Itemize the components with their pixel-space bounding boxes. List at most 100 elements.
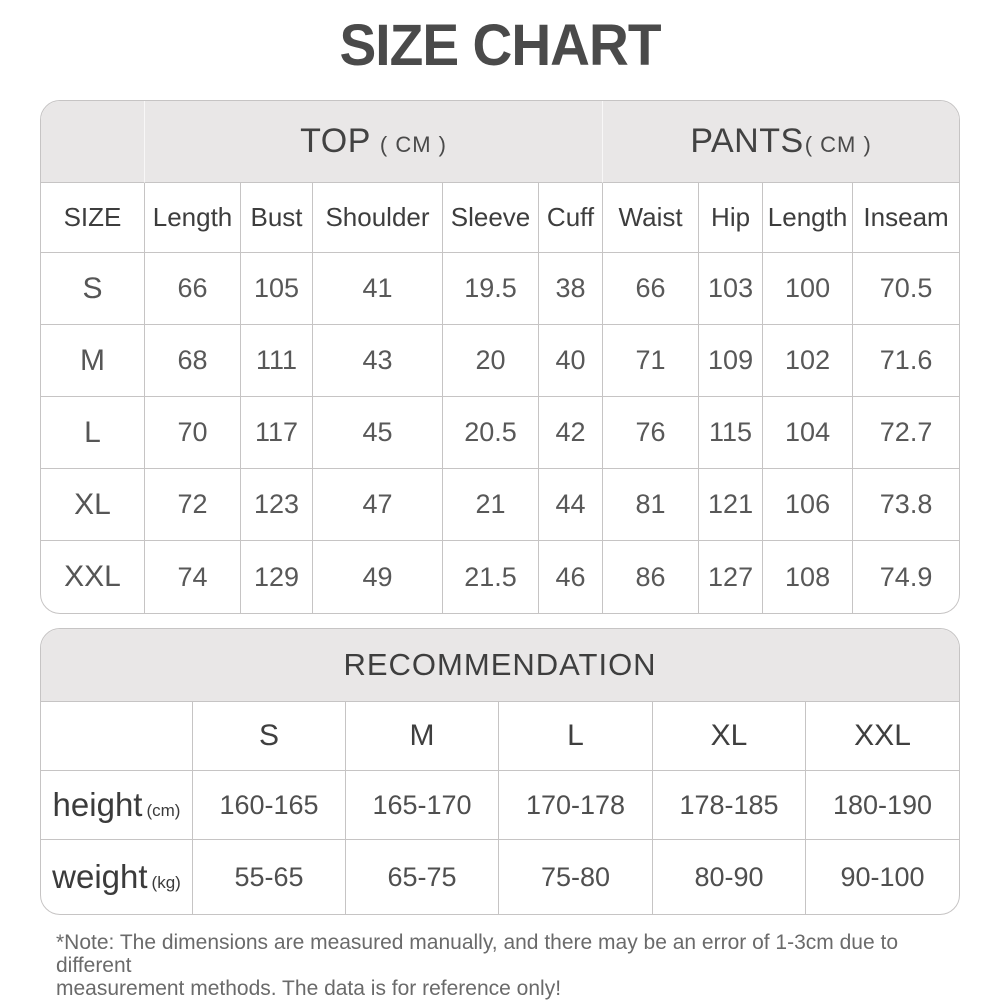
value-cell: 44	[539, 469, 604, 541]
col-header-size: SIZE	[41, 183, 145, 253]
value-cell: 68	[145, 325, 241, 397]
value-cell: 66	[603, 253, 700, 325]
value-cell: 117	[241, 397, 313, 469]
value-cell: 38	[539, 253, 604, 325]
value-cell: 74.9	[879, 561, 933, 592]
value-cell: 103	[699, 253, 764, 325]
top-group-unit: ( CM )	[379, 132, 447, 157]
value-cell: 21.5	[443, 541, 539, 613]
footnote-line-2: measurement methods. The data is for ref…	[56, 977, 562, 1000]
col-header-sleeve: Sleeve	[443, 183, 539, 253]
page-title: SIZE CHART	[339, 13, 661, 78]
value-cell: 170-178	[499, 771, 653, 840]
col-header-hip: Hip	[699, 183, 764, 253]
value-cell: 123	[241, 469, 313, 541]
pants-group-header: PANTS( CM )	[603, 101, 959, 183]
value-cell: 80-90	[653, 840, 806, 914]
col-header-inseam: Inseam	[853, 183, 959, 253]
col-header-length-top: Length	[145, 183, 241, 253]
value-cell: 19.5	[443, 253, 539, 325]
value-cell: 41	[313, 253, 443, 325]
value-cell: 160-165	[193, 771, 346, 840]
size-label-cell: M	[41, 325, 145, 397]
height-label: height	[52, 786, 143, 823]
height-unit: (cm)	[146, 801, 181, 820]
height-row: height (cm) 160-165 165-170 170-178 178-1…	[41, 771, 959, 840]
weight-label-cell: weight (kg)	[41, 840, 193, 914]
value-cell: 40	[539, 325, 604, 397]
col-header-length-pants: Length	[763, 183, 854, 253]
value-cell: 65-75	[346, 840, 499, 914]
value-cell: 46	[539, 541, 604, 613]
top-group-label: TOP	[300, 122, 371, 160]
group-header-row: TOP ( CM ) PANTS( CM )	[41, 101, 959, 183]
value-cell: 106	[763, 469, 854, 541]
col-header-cuff: Cuff	[539, 183, 604, 253]
recommendation-header: RECOMMENDATION	[41, 629, 959, 702]
value-cell: 127	[699, 541, 764, 613]
col-header-bust: Bust	[241, 183, 313, 253]
table-row-xxl: XXL 74 129 49 21.5 46 86 127 108 74.9	[41, 541, 959, 613]
value-cell: 81	[603, 469, 700, 541]
value-cell: 42	[539, 397, 604, 469]
value-cell: 180-190	[806, 771, 959, 840]
col-header-shoulder: Shoulder	[313, 183, 443, 253]
weight-label: weight	[52, 858, 148, 895]
value-cell: 111	[241, 325, 313, 397]
size-table: TOP ( CM ) PANTS( CM ) SIZE Length Bust S…	[40, 100, 960, 614]
table-row-m: M 68 111 43 20 40 71 109 102 71.6	[41, 325, 959, 397]
size-col-xl: XL	[653, 702, 806, 771]
weight-row: weight (kg) 55-65 65-75 75-80 80-90 90-10…	[41, 840, 959, 914]
corner-cell	[41, 101, 145, 183]
col-header-waist: Waist	[603, 183, 700, 253]
value-cell: 70.5	[853, 253, 959, 325]
value-cell: 86	[603, 541, 700, 613]
value-cell: 72	[145, 469, 241, 541]
column-header-row: SIZE Length Bust Shoulder Sleeve Cuff Wa…	[41, 183, 959, 253]
value-cell: 20.5	[443, 397, 539, 469]
value-cell: 76	[603, 397, 700, 469]
value-cell: 165-170	[346, 771, 499, 840]
size-label-cell: XXL	[41, 541, 145, 613]
value-cell: 70	[145, 397, 241, 469]
value-cell: 129	[241, 541, 313, 613]
recommendation-table: RECOMMENDATION S M L XL XXL height (cm) 1…	[40, 628, 960, 915]
size-table-grid: TOP ( CM ) PANTS( CM ) SIZE Length Bust S…	[41, 101, 959, 613]
size-col-s: S	[193, 702, 346, 771]
table-row-xl: XL 72 123 47 21 44 81 121 106 73.8	[41, 469, 959, 541]
pants-group-unit: ( CM )	[804, 132, 872, 157]
value-cell: 49	[313, 541, 443, 613]
footnote: *Note: The dimensions are measured manua…	[56, 931, 961, 1000]
recommendation-header-row: RECOMMENDATION	[41, 629, 959, 702]
value-cell: 102	[763, 325, 854, 397]
value-cell: 71	[603, 325, 700, 397]
size-col-xxl: XXL	[806, 702, 959, 771]
value-cell: 55-65	[193, 840, 346, 914]
table-row-l: L 70 117 45 20.5 42 76 115 104 72.7	[41, 397, 959, 469]
value-cell: 21	[443, 469, 539, 541]
value-cell: 75-80	[499, 840, 653, 914]
value-cell: 108	[763, 541, 854, 613]
value-cell: 72.7	[853, 397, 959, 469]
value-cell: 104	[763, 397, 854, 469]
size-label-cell: L	[41, 397, 145, 469]
value-cell: 100	[763, 253, 854, 325]
weight-unit: (kg)	[151, 873, 181, 892]
height-label-cell: height (cm)	[41, 771, 193, 840]
size-col-m: M	[346, 702, 499, 771]
value-cell: 74	[145, 541, 241, 613]
recommendation-sizes-row: S M L XL XXL	[41, 702, 959, 771]
value-cell: 115	[699, 397, 764, 469]
value-cell: 109	[699, 325, 764, 397]
value-cell: 45	[313, 397, 443, 469]
value-cell: 66	[145, 253, 241, 325]
value-cell: 178-185	[653, 771, 806, 840]
corner-cell	[41, 702, 193, 771]
size-col-l: L	[499, 702, 653, 771]
value-cell: 20	[443, 325, 539, 397]
value-cell: 47	[313, 469, 443, 541]
value-cell: 121	[699, 469, 764, 541]
recommendation-title: RECOMMENDATION	[343, 647, 657, 682]
footnote-line-1: *Note: The dimensions are measured manua…	[56, 931, 898, 977]
